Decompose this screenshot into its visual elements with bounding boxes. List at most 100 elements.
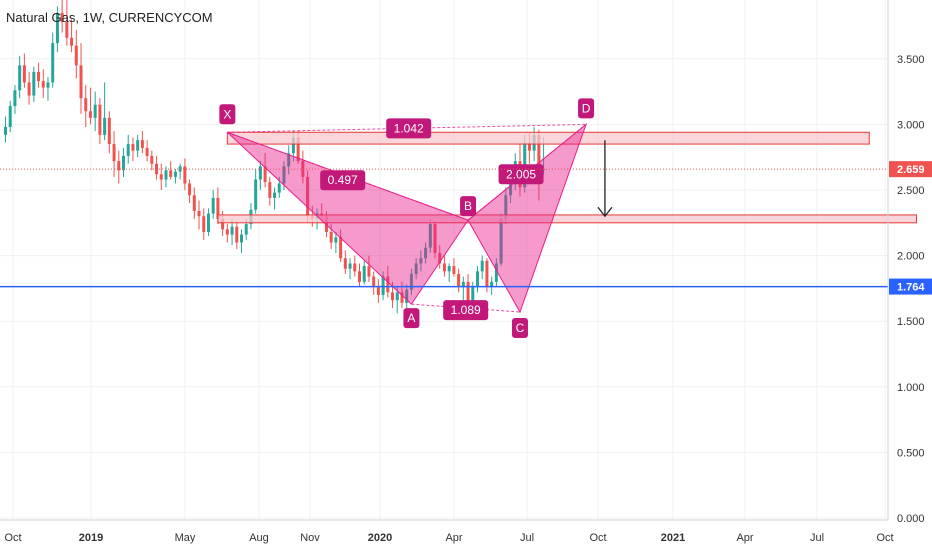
point-label-D: D <box>582 101 591 115</box>
candle-body <box>334 237 338 243</box>
candle-body <box>46 82 50 88</box>
candle-body <box>37 71 41 82</box>
candle-body <box>258 166 262 180</box>
candle-body <box>164 170 168 180</box>
candle-body <box>414 263 418 274</box>
candle-body <box>277 183 281 193</box>
support-price-tag-bg <box>889 278 932 295</box>
candle-body <box>65 22 69 38</box>
candle-body <box>173 171 177 177</box>
candle-body <box>18 65 22 91</box>
time-axis[interactable]: Oct 2019 May Aug Nov 2020 Apr Jul Oct 2021 Apr Jul O… <box>4 532 893 544</box>
candle-body <box>537 134 541 170</box>
y-tick-label: 1.500 <box>897 316 925 328</box>
point-label-bg <box>219 104 236 125</box>
candle-body <box>362 266 366 282</box>
candle-body <box>339 237 343 259</box>
point-label-B: B <box>464 199 472 213</box>
ratio-label: 2.005 <box>506 167 536 181</box>
candle-body <box>424 247 428 259</box>
candle-body <box>131 144 135 151</box>
candle-body <box>343 258 347 269</box>
ratio-label-bg <box>320 170 366 191</box>
candle-body <box>419 258 423 264</box>
candle-body <box>452 266 456 274</box>
candle-body <box>471 287 475 306</box>
candle-body <box>13 90 17 107</box>
candle-body <box>527 142 531 151</box>
candle-body <box>98 104 102 135</box>
candle-body <box>240 234 243 243</box>
candle-body <box>79 65 83 99</box>
candle-body <box>268 182 272 198</box>
candle-body <box>461 281 465 288</box>
harmonic-pattern: X A B C D 0.497 1.089 2.005 1.042 <box>219 98 613 339</box>
candle-body <box>55 12 59 44</box>
candle-body <box>235 226 239 243</box>
candle-body <box>22 65 26 83</box>
candle-body <box>358 271 361 282</box>
candle-body <box>150 155 154 164</box>
last-price-tag-bg <box>889 161 932 178</box>
candle-body <box>27 82 31 96</box>
candle-body <box>476 271 479 288</box>
candle-body <box>103 117 107 135</box>
candle-body <box>112 144 116 162</box>
last-price-tag: 2.659 <box>897 164 925 176</box>
support-price-tag: 1.764 <box>897 282 925 294</box>
point-label-bg <box>578 98 595 119</box>
ratio-label-bg <box>386 118 432 139</box>
candle-body <box>183 166 187 184</box>
candle-body <box>41 81 45 88</box>
candle-body <box>169 170 173 177</box>
candle-body <box>329 231 333 243</box>
ratio-label: 1.089 <box>451 303 481 317</box>
candle-body <box>400 292 404 303</box>
candle-body <box>202 216 206 232</box>
candle-body <box>51 43 55 83</box>
horizontal-zones <box>217 131 917 224</box>
ratio-line-xb <box>227 131 469 221</box>
point-label-X: X <box>223 107 231 121</box>
candle-body <box>254 179 258 210</box>
candle-body <box>60 12 64 23</box>
candle-body <box>192 195 196 211</box>
price-tags: 2.659 1.764 <box>889 161 932 295</box>
candle-body <box>282 166 286 184</box>
candle-body <box>353 263 357 272</box>
candle-body <box>8 106 12 128</box>
candle-body <box>197 210 201 217</box>
candle-body <box>244 224 248 235</box>
candle-body <box>348 263 352 269</box>
candle-body <box>122 155 125 171</box>
x-tick-label: Jul <box>520 532 534 544</box>
y-tick-label: 3.000 <box>897 119 925 131</box>
ratio-label: 1.042 <box>394 121 424 135</box>
candle-body <box>230 226 234 235</box>
candle-body <box>433 224 437 253</box>
candle-body <box>84 98 88 112</box>
candle-series <box>4 0 546 314</box>
candle-body <box>140 140 144 149</box>
candle-body <box>480 260 484 272</box>
y-tick-label: 2.500 <box>897 185 925 197</box>
candle-body <box>301 161 305 177</box>
price-axis[interactable]: 0.000 0.500 1.000 1.500 2.000 2.500 3.000 3.500 <box>897 54 925 525</box>
candle-body <box>117 161 121 171</box>
candle-body <box>367 266 371 277</box>
candle-body <box>126 144 130 156</box>
y-tick-label: 3.500 <box>897 54 925 66</box>
candle-body <box>159 174 163 180</box>
candle-body <box>188 183 192 196</box>
x-tick-label: 2019 <box>79 532 103 544</box>
candle-body <box>494 263 498 282</box>
candle-body <box>457 273 461 288</box>
candle-body <box>499 218 503 264</box>
candle-body <box>107 117 111 145</box>
ratio-line-ac <box>411 303 521 313</box>
ratio-label: 0.497 <box>328 173 358 187</box>
candle-body <box>211 197 215 214</box>
candle-body <box>216 197 220 219</box>
